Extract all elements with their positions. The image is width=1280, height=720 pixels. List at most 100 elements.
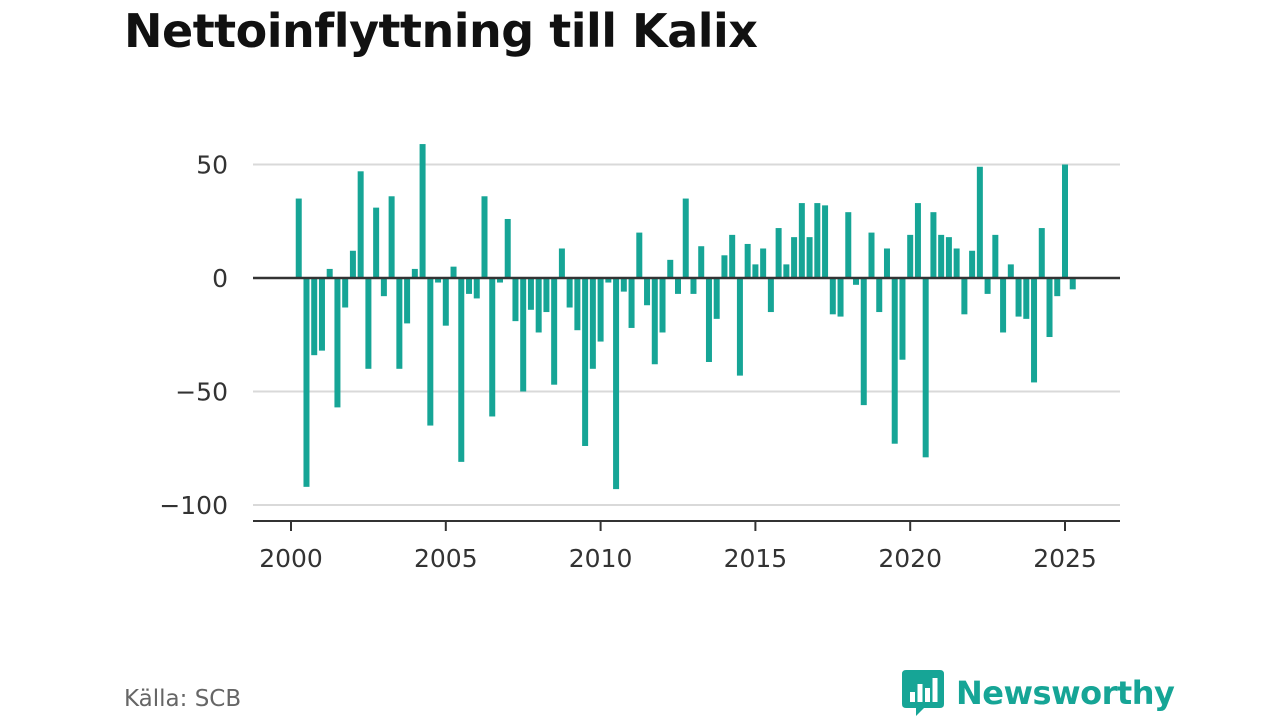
bar — [976, 166, 983, 278]
bar — [628, 278, 635, 328]
bar — [721, 255, 728, 278]
bar — [736, 278, 743, 376]
bar — [837, 278, 844, 317]
bar — [945, 237, 952, 278]
bar — [814, 203, 821, 278]
bar — [914, 203, 921, 278]
source-note: Källa: SCB — [124, 686, 242, 712]
bar — [1062, 164, 1068, 278]
bar — [713, 278, 720, 319]
bar — [822, 205, 829, 278]
bar — [551, 278, 558, 385]
bar — [868, 232, 875, 278]
bar — [667, 259, 674, 278]
y-tick-label: −100 — [159, 491, 228, 520]
bar — [798, 203, 805, 278]
bar — [961, 278, 968, 315]
bar — [419, 144, 426, 278]
bar — [1038, 228, 1045, 278]
bar — [969, 250, 976, 278]
bar — [311, 278, 318, 356]
bar — [922, 278, 929, 458]
bar — [512, 278, 519, 322]
bar — [504, 218, 511, 278]
bar — [984, 278, 991, 294]
bar — [705, 278, 712, 362]
bar — [783, 264, 790, 278]
bar — [729, 234, 736, 278]
bar — [373, 207, 380, 278]
bar — [303, 278, 310, 487]
bar — [349, 250, 356, 278]
y-tick-label: 50 — [196, 151, 228, 180]
bar — [1031, 278, 1038, 383]
bar — [404, 278, 411, 324]
x-tick-label: 2010 — [569, 544, 633, 573]
bar — [558, 248, 565, 278]
bar — [520, 278, 527, 392]
y-tick-label: 0 — [212, 264, 228, 293]
bar — [953, 248, 960, 278]
bar — [1015, 278, 1022, 317]
bar — [427, 278, 434, 426]
bar — [597, 278, 604, 342]
bar — [620, 278, 627, 292]
bar — [1000, 278, 1007, 333]
bar — [659, 278, 666, 333]
bar — [365, 278, 372, 369]
bar — [1069, 278, 1076, 290]
bar — [334, 278, 341, 408]
bar — [473, 278, 480, 299]
bar — [698, 246, 705, 278]
bar — [388, 196, 395, 278]
x-tick-label: 2005 — [414, 544, 478, 573]
bar — [938, 234, 945, 278]
bar — [883, 248, 890, 278]
bar — [992, 234, 999, 278]
bar — [357, 171, 364, 278]
bar — [860, 278, 867, 406]
bar — [1023, 278, 1030, 319]
x-tick-label: 2025 — [1033, 544, 1097, 573]
bar — [435, 278, 442, 283]
bar — [489, 278, 496, 417]
bar — [682, 198, 689, 278]
bar — [411, 268, 418, 278]
bar — [496, 278, 503, 283]
bar — [876, 278, 883, 313]
bar — [767, 278, 774, 313]
bar — [651, 278, 658, 365]
bar — [1007, 264, 1014, 278]
bar — [636, 232, 643, 278]
bar-chart-speech-bubble-icon — [902, 670, 944, 716]
bar — [481, 196, 488, 278]
bar — [791, 237, 798, 278]
brand-name: Newsworthy — [956, 674, 1175, 712]
bar — [543, 278, 550, 313]
bar — [1046, 278, 1053, 338]
bar — [466, 278, 473, 294]
bar — [775, 228, 782, 278]
bar — [760, 248, 767, 278]
y-tick-label: −50 — [175, 378, 228, 407]
bar — [613, 278, 620, 490]
bar — [566, 278, 573, 308]
bar — [690, 278, 697, 294]
bar — [930, 212, 937, 278]
bar — [752, 264, 759, 278]
bar — [527, 278, 534, 310]
bar — [450, 266, 457, 278]
bar — [907, 234, 914, 278]
bar — [380, 278, 387, 297]
bar — [582, 278, 589, 446]
bar — [318, 278, 325, 351]
bar — [605, 278, 612, 283]
chart-title: Nettoinflyttning till Kalix — [124, 4, 758, 58]
bar — [589, 278, 596, 369]
bar — [458, 278, 465, 462]
bar — [891, 278, 898, 444]
x-tick-label: 2015 — [724, 544, 788, 573]
bar — [396, 278, 403, 369]
bar — [806, 237, 813, 278]
brand-logo: Newsworthy — [902, 670, 1175, 716]
